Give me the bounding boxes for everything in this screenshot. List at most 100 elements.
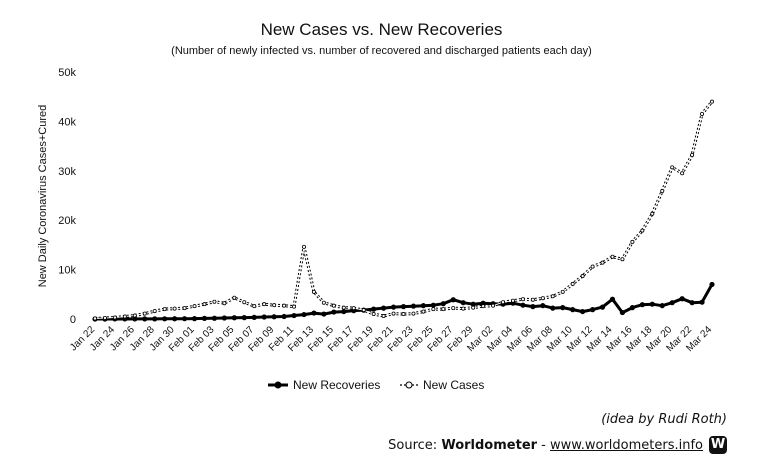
data-point-new-recoveries [311,310,317,316]
data-point-new-recoveries [400,304,407,310]
y-tick-label: 20k [58,215,76,227]
source-prefix: Source: [388,437,442,453]
chart-title: New Cases vs. New Recoveries [260,20,503,39]
data-point-new-cases [252,304,257,309]
data-point-new-recoveries [699,299,705,305]
data-point-new-cases [172,306,177,311]
data-point-new-cases [292,304,297,309]
data-point-new-recoveries [162,316,168,322]
data-point-new-recoveries [380,305,387,311]
data-point-new-cases [242,300,247,305]
data-point-new-recoveries [440,301,446,307]
data-point-new-recoveries [211,315,218,321]
data-point-new-recoveries [689,300,695,306]
y-tick-label: 50k [58,67,76,79]
data-point-new-recoveries [371,306,377,312]
data-point-new-cases [272,303,277,308]
source-link[interactable]: www.worldometers.info [550,437,703,453]
data-point-new-recoveries [450,297,456,303]
chart-subtitle: (Number of newly infected vs. number of … [171,45,592,57]
data-point-new-cases [501,300,506,305]
data-point-new-cases [102,316,107,321]
data-point-new-cases [421,309,426,314]
legend-label-new-cases: New Cases [423,378,485,392]
data-point-new-cases [520,297,525,302]
data-point-new-cases [461,306,466,311]
data-point-new-recoveries [460,300,466,306]
data-point-new-cases [600,260,605,265]
data-point-new-recoveries [530,304,536,310]
data-point-new-recoveries [589,307,596,313]
data-point-new-cases [351,306,356,311]
data-point-new-recoveries [659,303,665,309]
data-point-new-cases [341,305,346,310]
data-point-new-recoveries [132,316,138,322]
data-point-new-cases [670,165,675,170]
data-point-new-recoveries [629,305,635,311]
y-tick-label: 40k [58,116,76,128]
data-point-new-recoveries [191,316,198,322]
credit-note: (idea by Rudi Roth) [601,412,727,427]
y-tick-label: 10k [58,265,76,277]
legend-label-new-recoveries: New Recoveries [293,378,381,392]
data-point-new-recoveries [251,314,257,320]
data-point-new-cases [371,312,376,317]
data-point-new-cases [311,289,316,294]
data-point-new-cases [620,257,625,262]
data-point-new-cases [331,303,336,308]
data-point-new-recoveries [550,305,556,311]
data-point-new-recoveries [420,303,427,309]
data-point-new-cases [93,316,98,321]
data-point-new-recoveries [321,311,327,317]
data-point-new-recoveries [281,313,287,320]
data-point-new-cases [282,303,287,308]
data-point-new-cases [700,111,705,116]
data-point-new-cases [510,298,515,303]
data-point-new-recoveries [709,281,715,288]
data-point-new-cases [401,312,406,317]
source-line: Source: Worldometer - www.worldometers.i… [388,436,727,454]
legend-swatch-dashed-icon [400,381,418,389]
data-point-new-recoveries [580,308,586,315]
data-point-new-cases [540,296,545,301]
data-point-new-cases [162,307,167,312]
data-point-new-cases [132,313,137,318]
data-point-new-cases [660,189,665,194]
data-point-new-recoveries [261,314,267,320]
data-point-new-cases [381,314,386,319]
data-point-new-recoveries [679,296,685,302]
worldometer-logo-icon: W [709,436,727,454]
data-point-new-cases [391,311,396,316]
data-point-new-recoveries [599,304,606,310]
legend-item-new-cases[interactable]: New Cases [400,378,484,392]
legend-swatch-solid-icon [268,381,288,389]
data-point-new-recoveries [241,315,247,321]
data-point-new-recoveries [301,311,307,318]
data-point-new-recoveries [480,300,486,306]
data-point-new-cases [122,314,127,319]
series-line-new-cases [94,100,714,320]
data-point-new-cases [451,306,456,311]
legend-item-new-recoveries[interactable]: New Recoveries [268,378,380,392]
source-separator: - [537,437,551,453]
data-point-new-recoveries [520,302,526,308]
data-point-new-recoveries [181,316,188,322]
data-point-new-recoveries [609,296,616,302]
data-point-new-cases [580,274,585,279]
data-point-new-recoveries [291,312,297,319]
data-point-new-recoveries [390,304,397,310]
data-point-new-cases [142,311,147,316]
data-point-new-recoveries [669,300,675,306]
data-point-new-cases [321,300,326,305]
data-point-new-cases [570,281,575,286]
data-point-new-cases [710,99,715,104]
data-point-new-recoveries [470,301,476,307]
data-point-new-recoveries [172,316,178,322]
data-point-new-recoveries [570,307,576,313]
data-point-new-recoveries [142,316,148,322]
data-point-new-recoveries [639,302,645,308]
data-point-new-cases [650,211,655,216]
data-point-new-cases [590,264,595,269]
series-line-inner-new-cases [94,101,713,319]
data-point-new-recoveries [221,315,227,321]
